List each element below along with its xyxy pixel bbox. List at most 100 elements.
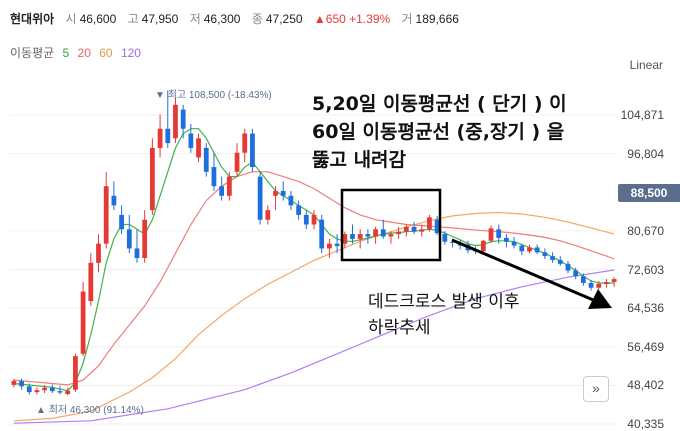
candle-body bbox=[496, 229, 502, 238]
candle-body bbox=[427, 217, 432, 230]
ma5-legend[interactable]: 5 bbox=[62, 46, 70, 60]
stock-header: 현대위아 시 46,600 고 47,950 저 46,300 종 47,250 ▲65… bbox=[10, 10, 467, 27]
candle-body bbox=[303, 214, 309, 225]
y-tick-label: 64,536 bbox=[627, 301, 664, 316]
volume-value: 189,666 bbox=[415, 12, 459, 26]
annotation-top-line1: 5,20일 이동평균선 ( 단기 ) 이 bbox=[312, 93, 567, 115]
highest-marker: ▼ 최고 108,500 (-18.43%) bbox=[155, 86, 272, 101]
candle-body bbox=[311, 214, 317, 225]
ma120-line bbox=[13, 269, 615, 424]
candle-body bbox=[388, 234, 394, 237]
annotation-bottom-line2: 하락추세 bbox=[368, 318, 431, 338]
stock-name: 현대위아 bbox=[10, 12, 55, 26]
candle-body bbox=[26, 386, 32, 393]
candle-body bbox=[411, 226, 417, 232]
candle-body bbox=[357, 234, 363, 239]
double-chevron-right-icon[interactable]: » bbox=[583, 376, 609, 402]
change-value: ▲650 +1.39% bbox=[313, 12, 391, 26]
close-label: 종 bbox=[251, 12, 263, 26]
candle-body bbox=[157, 128, 163, 148]
trend-arrow-head bbox=[588, 289, 612, 309]
annotation-bottom-line1: 데드크로스 발생 이후 bbox=[368, 292, 520, 312]
y-tick-label: 48,402 bbox=[627, 378, 664, 393]
highlight-box bbox=[340, 188, 442, 262]
candle-body bbox=[149, 147, 155, 211]
close-value: 47,250 bbox=[265, 12, 303, 26]
y-tick-label: 56,469 bbox=[627, 339, 664, 354]
ma60-legend[interactable]: 60 bbox=[99, 46, 113, 60]
candle-body bbox=[180, 109, 186, 129]
candle-body bbox=[57, 391, 63, 393]
annotation-bottom: 데드크로스 발생 이후 하락추세 bbox=[368, 289, 520, 341]
candle-body bbox=[296, 205, 301, 215]
candle-body bbox=[534, 247, 540, 253]
candle-body bbox=[19, 381, 24, 387]
grid-lines bbox=[10, 114, 618, 425]
candle-body bbox=[257, 176, 263, 220]
candle-body bbox=[34, 390, 40, 393]
ma20-line bbox=[13, 171, 615, 386]
candle-body bbox=[250, 133, 255, 168]
candle-body bbox=[365, 234, 371, 237]
candle-body bbox=[504, 237, 509, 242]
ma60-line bbox=[13, 211, 615, 422]
candle-body bbox=[80, 291, 86, 354]
candle-body bbox=[511, 241, 517, 246]
candle-body bbox=[550, 256, 555, 260]
annotation-top-line3: 뚫고 내려감 bbox=[312, 149, 407, 171]
candle-body bbox=[611, 279, 617, 282]
ma120-legend[interactable]: 120 bbox=[120, 46, 141, 60]
lowest-marker: ▲ 최저 46,300 (91.14%) bbox=[36, 401, 144, 416]
candle-body bbox=[396, 231, 402, 235]
candle-body bbox=[519, 245, 525, 252]
candle-body bbox=[65, 390, 71, 395]
highest-label: 최고 bbox=[167, 90, 187, 101]
candle-body bbox=[73, 356, 78, 390]
candle-body bbox=[119, 214, 124, 230]
candle-body bbox=[334, 243, 340, 247]
candle-body bbox=[196, 138, 201, 158]
candle-body bbox=[134, 248, 140, 259]
volume-label: 거 bbox=[401, 12, 413, 26]
candle-body bbox=[142, 219, 148, 259]
candle-body bbox=[103, 186, 109, 244]
candle-body bbox=[188, 133, 194, 148]
candle-body bbox=[480, 240, 486, 252]
candle-body bbox=[565, 263, 571, 271]
lowest-value: 46,300 (91.14%) bbox=[69, 405, 144, 416]
low-label: 저 bbox=[189, 12, 201, 26]
candle-body bbox=[42, 387, 48, 391]
moving-average-legend[interactable]: 이동평균 5 20 60 120 bbox=[10, 44, 146, 61]
candle-body bbox=[419, 229, 425, 232]
ma20-legend[interactable]: 20 bbox=[77, 46, 91, 60]
current-price-tag: 88,500 bbox=[618, 184, 680, 202]
candle-body bbox=[596, 283, 602, 288]
lowest-label: 최저 bbox=[48, 405, 68, 416]
candle-body bbox=[11, 381, 17, 385]
candle-body bbox=[373, 229, 378, 237]
candle-body bbox=[234, 152, 240, 172]
candle-body bbox=[226, 176, 232, 196]
candle-body bbox=[273, 190, 278, 196]
candle-body bbox=[49, 387, 55, 392]
candle-body bbox=[319, 219, 325, 249]
candle-body bbox=[380, 229, 386, 237]
trend-arrow-shaft bbox=[451, 238, 599, 304]
candle-body bbox=[173, 104, 178, 139]
candle-body bbox=[573, 270, 579, 277]
candle-body bbox=[557, 259, 563, 264]
candle-body bbox=[203, 147, 209, 172]
candle-body bbox=[265, 210, 271, 220]
annotation-top-line2: 60일 이동평균선 (중,장기 ) 을 bbox=[312, 121, 565, 143]
high-label: 고 bbox=[127, 12, 139, 26]
open-label: 시 bbox=[65, 12, 77, 26]
y-tick-label: 72,603 bbox=[627, 262, 664, 277]
y-tick-label: 96,804 bbox=[627, 146, 664, 161]
high-value: 47,950 bbox=[141, 12, 179, 26]
annotation-overlay bbox=[340, 188, 612, 309]
highest-value: 108,500 (-18.43%) bbox=[188, 90, 272, 101]
candle-body bbox=[442, 234, 448, 242]
y-tick-label: 80,670 bbox=[627, 223, 664, 238]
scale-mode-button[interactable]: Linear bbox=[629, 58, 663, 72]
